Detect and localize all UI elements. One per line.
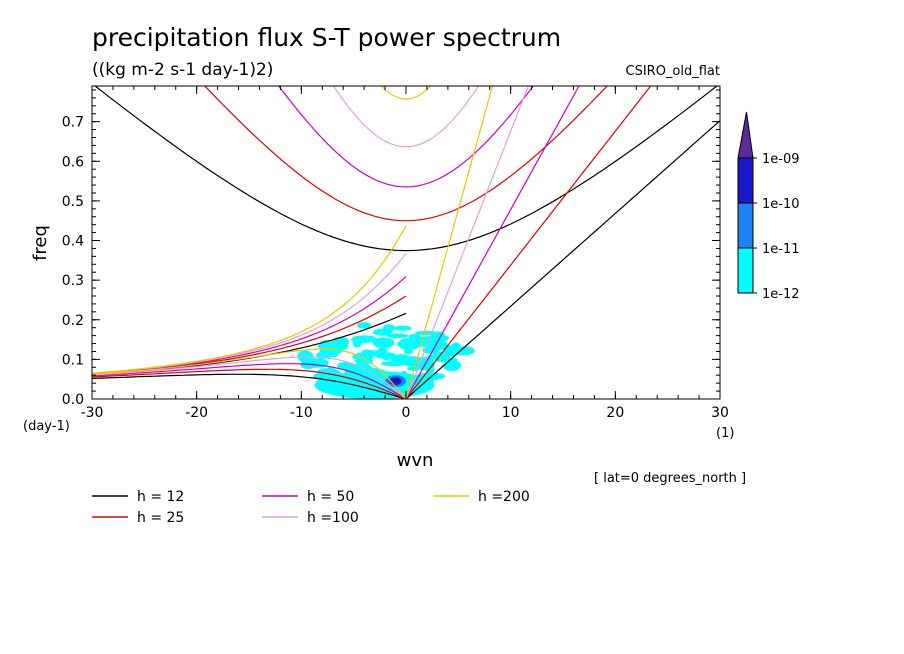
colorbar-arrow xyxy=(737,111,754,159)
power-shading-patch xyxy=(301,357,319,365)
dispersion-curves xyxy=(92,86,720,399)
legend-label: h = 25 xyxy=(137,510,184,526)
dispersion-curve xyxy=(332,86,480,148)
dispersion-curve xyxy=(405,120,720,399)
dispersion-curve xyxy=(405,86,580,399)
power-shading-patch xyxy=(393,325,412,331)
x-tick-label: 0 xyxy=(402,405,411,421)
chart-title: precipitation flux S-T power spectrum xyxy=(92,23,561,52)
colorbar: 1e-09 1e-10 1e-11 1e-12 xyxy=(737,111,800,302)
y-tick-label: 0.7 xyxy=(62,115,84,131)
legend: h = 12 h = 25 h = 50 h =100 h =200 xyxy=(92,489,530,526)
y-unit-label: (day-1) xyxy=(23,419,70,434)
colorbar-label: 1e-11 xyxy=(762,242,800,257)
dispersion-curve xyxy=(405,86,529,399)
power-shading-patch xyxy=(386,333,409,339)
power-shading-patch xyxy=(372,337,395,349)
power-shading-patch xyxy=(372,328,392,336)
power-shading-patch xyxy=(397,338,421,351)
power-shading-patch xyxy=(352,336,362,348)
x-tick-label: 20 xyxy=(606,405,624,421)
legend-label: h =100 xyxy=(307,510,359,526)
x-tick-label: 10 xyxy=(502,405,520,421)
power-shading-patch xyxy=(318,352,339,358)
latitude-annotation: [ lat=0 degrees_north ] xyxy=(594,471,746,486)
power-shading-patch xyxy=(444,345,457,357)
x-tick-label: -10 xyxy=(290,405,313,421)
power-shading-patch xyxy=(403,348,414,355)
colorbar-segment xyxy=(737,247,754,294)
power-shading-patch xyxy=(427,334,449,343)
power-shading-patch xyxy=(414,330,440,336)
power-shading xyxy=(297,322,475,399)
model-label: CSIRO_old_flat xyxy=(626,64,721,79)
dispersion-curve xyxy=(92,225,407,374)
axis-ticks: -30 -20 -10 0 10 20 30 0.0 0.1 0.2 0.3 0.4 0.5 0.6 0.7 xyxy=(62,86,729,421)
dispersion-curve xyxy=(405,86,494,399)
power-shading-patch xyxy=(443,359,461,372)
dispersion-curve xyxy=(92,363,407,399)
colorbar-label: 1e-12 xyxy=(762,287,800,302)
dispersion-curve xyxy=(405,86,652,399)
y-tick-label: 0.4 xyxy=(62,234,84,250)
x-unit-label: (1) xyxy=(716,426,734,441)
power-shading-core xyxy=(314,371,435,399)
dispersion-curve xyxy=(92,356,407,399)
x-tick-label: -30 xyxy=(81,405,104,421)
dispersion-curve xyxy=(204,86,608,222)
y-axis-label: freq xyxy=(30,225,51,261)
power-shading-patch xyxy=(361,349,372,358)
x-axis-label: wvn xyxy=(397,450,434,471)
dispersion-curve xyxy=(92,368,407,399)
dispersion-curve xyxy=(380,86,432,100)
colorbar-segment xyxy=(737,202,754,249)
colorbar-label: 1e-09 xyxy=(762,152,800,167)
legend-label: h = 50 xyxy=(307,489,354,505)
x-tick-label: -20 xyxy=(185,405,208,421)
dispersion-curve xyxy=(278,86,534,188)
dispersion-curve xyxy=(92,348,407,399)
dispersion-curve xyxy=(92,373,407,399)
x-tick-label: 30 xyxy=(711,405,729,421)
power-shading-patch xyxy=(357,322,372,329)
y-tick-label: 0.1 xyxy=(62,352,84,368)
power-shading-patch xyxy=(434,357,453,362)
legend-label: h =200 xyxy=(478,489,530,505)
y-tick-label: 0.3 xyxy=(62,273,84,289)
power-shading-patch xyxy=(360,360,373,365)
power-shading-patch xyxy=(337,361,354,371)
power-shading-patch xyxy=(338,342,349,350)
y-tick-label: 0.5 xyxy=(62,194,84,210)
legend-label: h = 12 xyxy=(137,489,184,505)
colorbar-label: 1e-10 xyxy=(762,197,800,212)
power-shading-patch xyxy=(374,352,396,359)
y-tick-label: 0.2 xyxy=(62,313,84,329)
chart-subtitle: ((kg m-2 s-1 day-1)2) xyxy=(92,60,273,80)
y-tick-label: 0.6 xyxy=(62,154,84,170)
colorbar-segment xyxy=(737,157,754,204)
dispersion-curve xyxy=(94,86,718,252)
y-tick-label: 0.0 xyxy=(62,392,84,408)
